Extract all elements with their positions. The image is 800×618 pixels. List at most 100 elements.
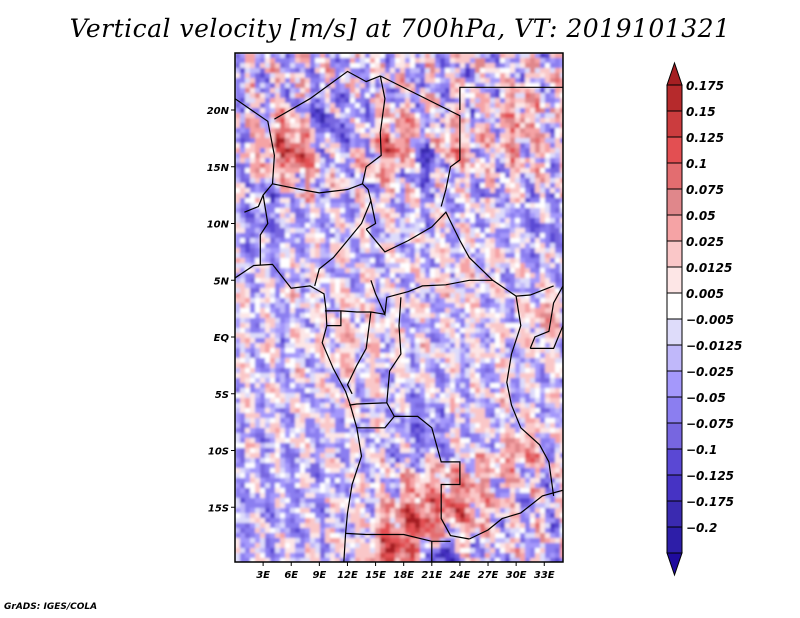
field-cell (365, 143, 371, 149)
field-cell (540, 118, 546, 124)
field-cell (530, 318, 536, 324)
field-cell (540, 243, 546, 249)
field-cell (540, 93, 546, 99)
field-cell (240, 198, 246, 204)
field-cell (410, 173, 416, 179)
field-cell (445, 53, 451, 59)
field-cell (515, 373, 521, 379)
field-cell (240, 173, 246, 179)
field-cell (255, 123, 261, 129)
field-cell (510, 418, 516, 424)
field-cell (540, 133, 546, 139)
field-cell (560, 58, 563, 64)
field-cell (425, 253, 431, 259)
field-cell (370, 203, 376, 209)
field-cell (410, 183, 416, 189)
field-cell (445, 158, 451, 164)
field-cell (530, 303, 536, 309)
field-cell (425, 138, 431, 144)
field-cell (240, 228, 246, 234)
field-cell (355, 148, 361, 154)
field-cell (315, 178, 321, 184)
field-cell (455, 408, 461, 414)
field-cell (390, 98, 396, 104)
field-cell (415, 333, 421, 339)
field-cell (505, 163, 511, 169)
field-cell (540, 393, 546, 399)
field-cell (250, 173, 256, 179)
field-cell (560, 143, 563, 149)
field-cell (495, 198, 501, 204)
field-cell (325, 183, 331, 189)
field-cell (425, 98, 431, 104)
field-cell (450, 378, 456, 384)
field-cell (430, 233, 436, 239)
field-cell (290, 163, 296, 169)
field-cell (410, 308, 416, 314)
field-cell (310, 263, 316, 269)
field-cell (555, 308, 561, 314)
field-cell (315, 303, 321, 309)
field-cell (295, 408, 301, 414)
field-cell (435, 418, 441, 424)
field-cell (490, 268, 496, 274)
field-cell (460, 73, 466, 79)
field-cell (445, 308, 451, 314)
field-cell (380, 123, 386, 129)
field-cell (300, 353, 306, 359)
field-cell (435, 113, 441, 119)
field-cell (540, 78, 546, 84)
field-cell (465, 218, 471, 224)
field-cell (365, 128, 371, 134)
field-cell (530, 258, 536, 264)
field-cell (540, 203, 546, 209)
field-cell (540, 123, 546, 129)
field-cell (355, 238, 361, 244)
field-cell (350, 193, 356, 199)
field-cell (435, 248, 441, 254)
field-cell (275, 143, 281, 149)
field-cell (250, 303, 256, 309)
field-cell (460, 268, 466, 274)
field-cell (480, 168, 486, 174)
field-cell (410, 98, 416, 104)
field-cell (375, 418, 381, 424)
field-cell (385, 163, 391, 169)
field-cell (470, 263, 476, 269)
field-cell (535, 348, 541, 354)
field-cell (395, 123, 401, 129)
field-cell (455, 403, 461, 409)
field-cell (540, 128, 546, 134)
field-cell (430, 298, 436, 304)
field-cell (495, 378, 501, 384)
field-cell (500, 318, 506, 324)
field-cell (555, 153, 561, 159)
field-cell (560, 268, 563, 274)
field-cell (250, 138, 256, 144)
field-cell (515, 283, 521, 289)
field-cell (505, 203, 511, 209)
field-cell (360, 328, 366, 334)
field-cell (495, 388, 501, 394)
field-cell (530, 223, 536, 229)
field-cell (380, 128, 386, 134)
field-cell (260, 348, 266, 354)
field-cell (295, 113, 301, 119)
field-cell (335, 378, 341, 384)
field-cell (535, 283, 541, 289)
field-cell (245, 108, 251, 114)
field-cell (290, 418, 296, 424)
field-cell (435, 333, 441, 339)
field-cell (250, 378, 256, 384)
field-cell (325, 298, 331, 304)
field-cell (245, 393, 251, 399)
field-cell (235, 393, 241, 399)
field-cell (410, 263, 416, 269)
field-cell (395, 163, 401, 169)
field-cell (340, 173, 346, 179)
field-cell (375, 83, 381, 89)
field-cell (365, 283, 371, 289)
field-cell (530, 168, 536, 174)
field-cell (455, 223, 461, 229)
field-cell (410, 418, 416, 424)
